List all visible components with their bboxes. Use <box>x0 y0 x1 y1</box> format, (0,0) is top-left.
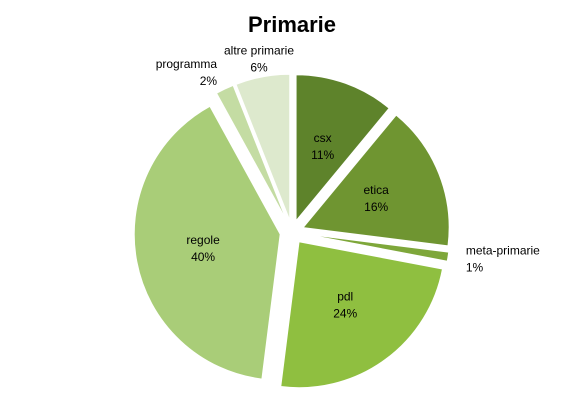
slice-value-label: 6% <box>250 60 268 74</box>
slice-label: pdl <box>337 289 353 303</box>
slice-value-label: 2% <box>200 74 218 88</box>
slice-label: programma <box>156 57 218 71</box>
pie-slice <box>235 73 291 221</box>
pie-slice <box>133 105 281 380</box>
slice-label: etica <box>363 183 389 197</box>
pie-slice <box>280 241 444 389</box>
slice-value-label: 11% <box>311 148 334 162</box>
pie-slice <box>215 84 288 222</box>
slice-value-label: 16% <box>364 200 388 214</box>
slice-label: altre primarie <box>224 43 294 57</box>
slice-label: csx <box>314 131 332 145</box>
slice-label: regole <box>186 233 220 247</box>
pie-slice <box>295 74 390 223</box>
slice-label: meta-primarie <box>466 244 540 258</box>
slice-value-label: 1% <box>466 261 484 275</box>
slice-value-label: 40% <box>191 250 215 264</box>
pie-slice <box>302 114 450 247</box>
pie-slice <box>303 233 450 262</box>
slice-value-label: 24% <box>333 306 357 320</box>
chart-title: Primarie <box>248 12 336 37</box>
